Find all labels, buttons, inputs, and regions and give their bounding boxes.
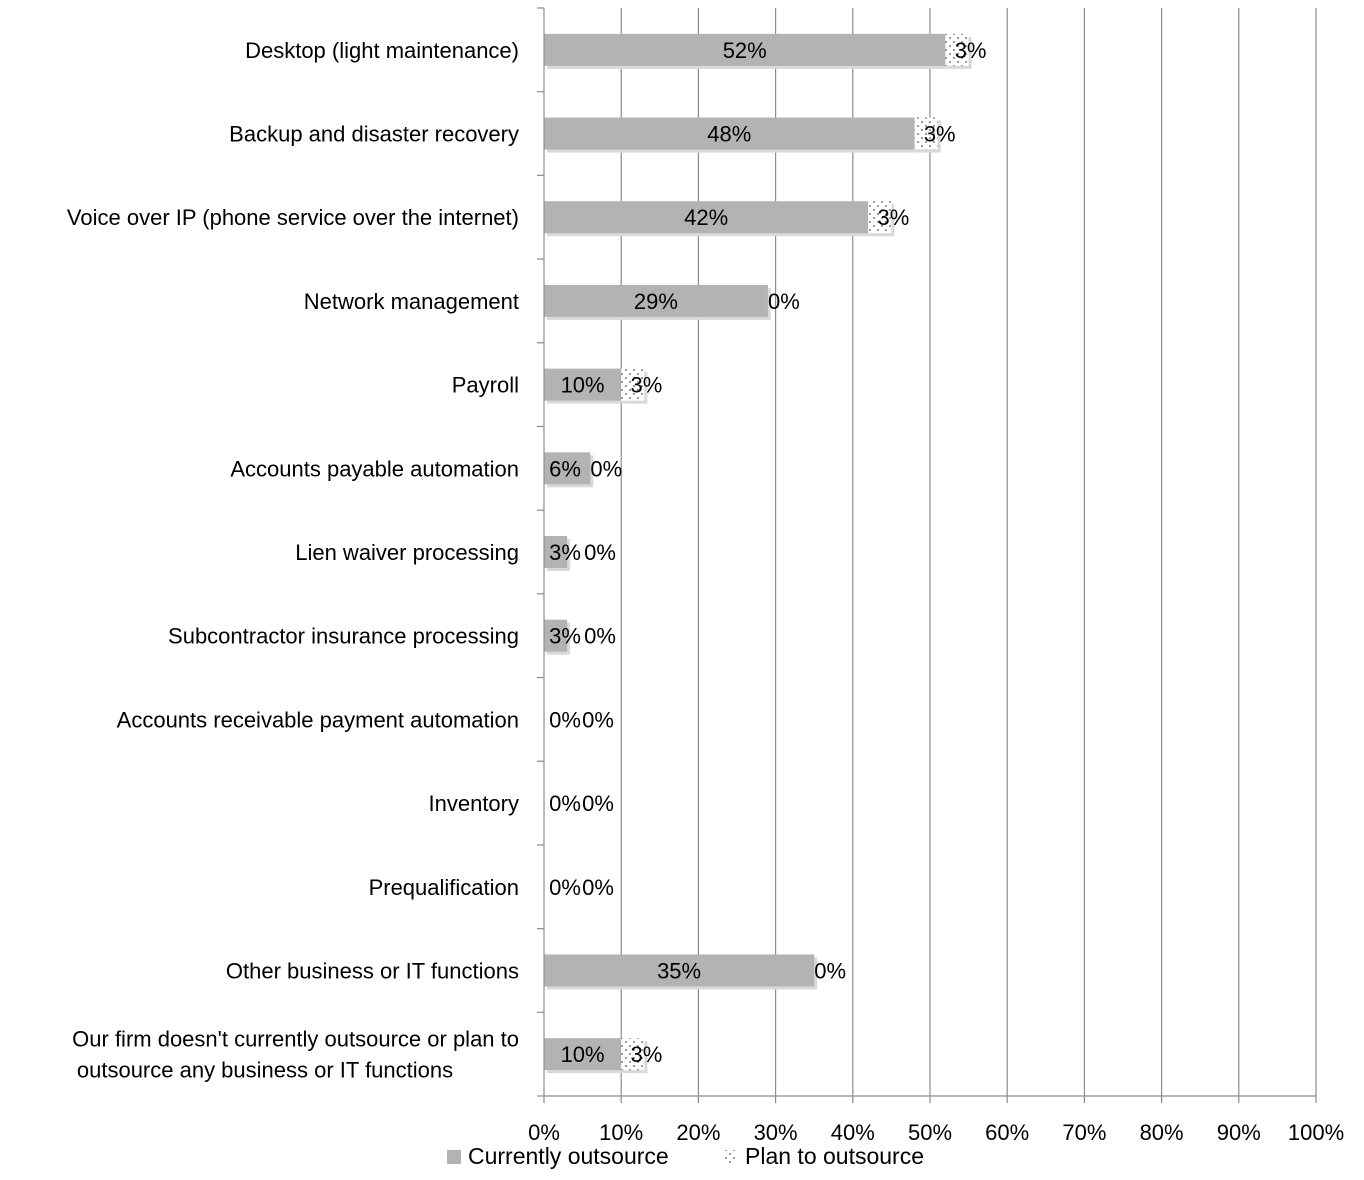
category-label: Backup and disaster recovery bbox=[229, 122, 519, 147]
legend-swatch-plan bbox=[723, 1150, 737, 1164]
category-label: outsource any business or IT functions bbox=[77, 1058, 453, 1083]
x-tick-label: 0% bbox=[528, 1120, 560, 1145]
bar-currently-outsource bbox=[544, 452, 591, 485]
data-label-plan: 0% bbox=[814, 958, 846, 983]
bar-currently-outsource bbox=[544, 619, 568, 652]
data-label-currently: 6% bbox=[549, 456, 581, 481]
bar-currently-outsource bbox=[544, 117, 915, 150]
data-label-currently: 10% bbox=[561, 373, 605, 398]
category-label: Accounts receivable payment automation bbox=[117, 707, 519, 732]
data-label-currently: 3% bbox=[549, 540, 581, 565]
data-label-plan: 0% bbox=[584, 624, 616, 649]
bar-plan-to-outsource bbox=[621, 1038, 645, 1071]
bar-currently-outsource bbox=[544, 284, 768, 317]
data-label-currently: 0% bbox=[549, 707, 581, 732]
category-label: Voice over IP (phone service over the in… bbox=[67, 205, 519, 230]
bar-plan-to-outsource bbox=[914, 117, 938, 150]
legend: Currently outsource Plan to outsource bbox=[447, 1143, 924, 1169]
category-label: Payroll bbox=[452, 373, 519, 398]
bar-currently-outsource bbox=[544, 201, 869, 234]
bar-plan-to-outsource bbox=[868, 201, 892, 234]
data-label-plan: 0% bbox=[582, 875, 614, 900]
axis-layer: 0% 10% 20% 30% 40% 50% 60% 70% 80% 90% 100% Desktop… bbox=[67, 7, 1344, 1145]
data-label-plan: 3% bbox=[630, 373, 662, 398]
x-tick-label: 90% bbox=[1217, 1120, 1261, 1145]
legend-label-plan: Plan to outsource bbox=[745, 1143, 924, 1169]
category-label: Other business or IT functions bbox=[226, 958, 519, 983]
data-label-plan: 0% bbox=[590, 456, 622, 481]
category-label: Accounts payable automation bbox=[230, 456, 519, 481]
data-label-currently: 42% bbox=[684, 205, 728, 230]
bar-currently-outsource bbox=[544, 368, 622, 401]
bar-layer bbox=[544, 33, 972, 1074]
data-label-plan: 3% bbox=[630, 1042, 662, 1067]
bar-plan-to-outsource bbox=[945, 33, 969, 66]
x-tick-label: 10% bbox=[599, 1120, 643, 1145]
data-label-currently: 3% bbox=[549, 624, 581, 649]
category-label: Subcontractor insurance processing bbox=[168, 624, 519, 649]
data-label-plan: 3% bbox=[955, 38, 987, 63]
data-label-currently: 52% bbox=[723, 38, 767, 63]
x-tick-label: 40% bbox=[831, 1120, 875, 1145]
bar-plan-to-outsource bbox=[621, 368, 645, 401]
x-tick-label: 70% bbox=[1062, 1120, 1106, 1145]
grid-layer bbox=[620, 8, 1317, 1096]
data-label-plan: 0% bbox=[584, 540, 616, 565]
data-label-layer: 52% 3%48% 3%42% 3%29% 0%10% 3%6% 0%3% 0%3% 0%0% 0… bbox=[549, 38, 986, 1067]
bar-currently-outsource bbox=[544, 33, 946, 66]
data-label-plan: 3% bbox=[878, 205, 910, 230]
data-label-plan: 3% bbox=[924, 122, 956, 147]
x-tick-label: 60% bbox=[985, 1120, 1029, 1145]
bar-currently-outsource bbox=[544, 536, 568, 568]
x-tick-label: 30% bbox=[754, 1120, 798, 1145]
category-label: Desktop (light maintenance) bbox=[245, 38, 519, 63]
bar-currently-outsource bbox=[544, 1038, 622, 1071]
data-label-currently: 48% bbox=[707, 122, 751, 147]
category-label: Network management bbox=[304, 289, 519, 314]
data-label-plan: 0% bbox=[768, 289, 800, 314]
data-label-plan: 0% bbox=[582, 791, 614, 816]
data-label-currently: 10% bbox=[561, 1042, 605, 1067]
category-label: Our firm doesn't currently outsource or … bbox=[72, 1027, 519, 1052]
data-label-currently: 35% bbox=[657, 958, 701, 983]
category-label: Lien waiver processing bbox=[295, 540, 519, 565]
data-label-currently: 0% bbox=[549, 875, 581, 900]
x-tick-label: 50% bbox=[908, 1120, 952, 1145]
data-label-currently: 0% bbox=[549, 791, 581, 816]
bar-currently-outsource bbox=[544, 954, 815, 987]
data-label-plan: 0% bbox=[582, 707, 614, 732]
legend-label-currently: Currently outsource bbox=[468, 1143, 669, 1169]
category-label: Prequalification bbox=[369, 875, 519, 900]
x-tick-label: 20% bbox=[676, 1120, 720, 1145]
data-label-currently: 29% bbox=[634, 289, 678, 314]
x-tick-label: 80% bbox=[1140, 1120, 1184, 1145]
x-tick-label: 100% bbox=[1288, 1120, 1344, 1145]
legend-swatch-currently bbox=[447, 1150, 461, 1164]
category-label: Inventory bbox=[429, 791, 520, 816]
